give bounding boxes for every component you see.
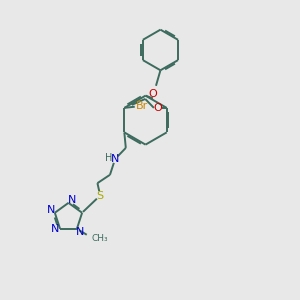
Text: S: S (96, 191, 103, 201)
Text: H: H (105, 153, 112, 163)
Text: N: N (68, 196, 76, 206)
Text: N: N (111, 154, 119, 164)
Text: CH₃: CH₃ (92, 234, 109, 243)
Text: O: O (148, 89, 157, 99)
Text: N: N (51, 224, 59, 234)
Text: N: N (47, 206, 56, 215)
Text: N: N (76, 227, 84, 237)
Text: O: O (153, 103, 162, 113)
Text: Br: Br (136, 101, 148, 111)
